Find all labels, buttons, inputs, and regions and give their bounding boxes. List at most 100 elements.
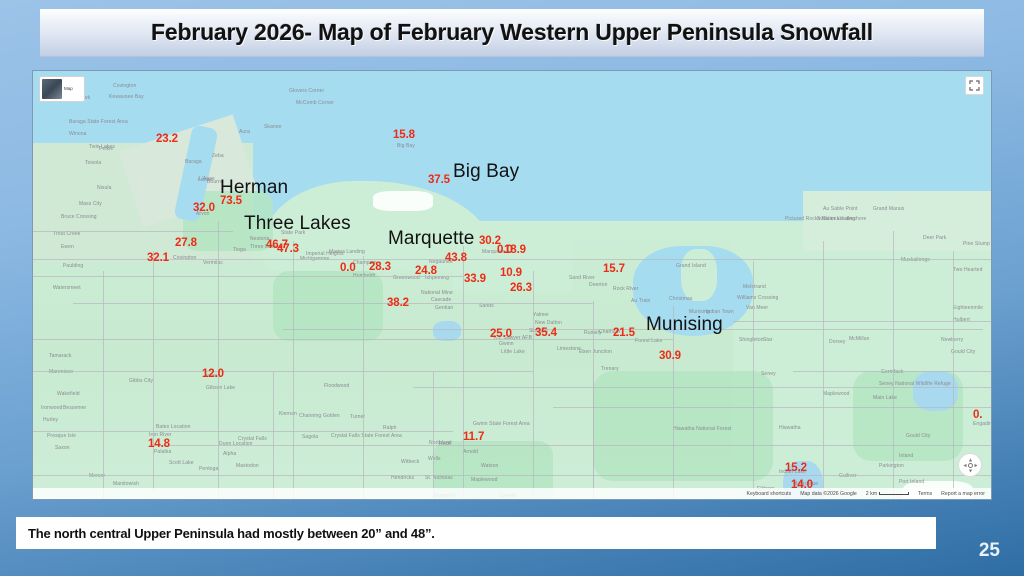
map-toponym: Saxon bbox=[55, 445, 70, 451]
map-toponym: Christmas bbox=[669, 296, 693, 302]
map-toponym: Arvon bbox=[196, 211, 210, 217]
map-road bbox=[153, 251, 154, 491]
map-toponym: Marina Landing bbox=[329, 249, 365, 255]
map-toponym: Three Lakes bbox=[250, 244, 279, 250]
map-toponym: McMillan bbox=[849, 336, 870, 342]
map-road bbox=[73, 303, 593, 304]
snowfall-value-label: 32.1 bbox=[147, 252, 169, 264]
map-toponym: Twin Lakes bbox=[89, 144, 116, 150]
map-toponym: Dorsey bbox=[829, 339, 846, 345]
map-toponym: Witbeck bbox=[401, 459, 420, 465]
map-toponym: Baraga bbox=[185, 159, 202, 165]
snowfall-value-label: 15.8 bbox=[393, 129, 415, 141]
snowfall-value-label: 23.2 bbox=[156, 133, 178, 145]
map-toponym: Rock River bbox=[613, 286, 639, 292]
map-toponym: Trenary bbox=[601, 366, 619, 372]
map-toponym: Gould City bbox=[906, 433, 931, 439]
map-toponym: Hulbert bbox=[953, 317, 970, 323]
snowfall-value-label: 15.2 bbox=[785, 462, 807, 474]
map-type-thumbnail-icon bbox=[42, 79, 62, 99]
map-road bbox=[753, 261, 754, 499]
slide-title-bar: February 2026- Map of February Western U… bbox=[40, 9, 984, 57]
map-road bbox=[433, 371, 434, 499]
map-road bbox=[533, 271, 534, 499]
map-road bbox=[33, 431, 453, 432]
snowfall-value-label: 30.2 bbox=[479, 235, 501, 247]
map-toponym: Golden bbox=[323, 413, 340, 419]
map-toponym: Lanse bbox=[198, 177, 213, 183]
map-toponym: Ralph bbox=[383, 425, 397, 431]
map-toponym: Gwinn bbox=[499, 341, 514, 347]
map-road bbox=[33, 276, 463, 277]
map-toponym: Northland bbox=[429, 440, 452, 446]
map-toponym: Bessemer bbox=[63, 405, 87, 411]
map-toponym: Big Bay bbox=[397, 143, 415, 149]
map-toponym: Two Hearted bbox=[953, 267, 983, 273]
map-toponym: Watson bbox=[481, 463, 499, 469]
map-toponym: State Park bbox=[281, 230, 306, 236]
map-toponym: Deer Park bbox=[923, 235, 947, 241]
map-toponym: Forest Lake bbox=[635, 338, 663, 344]
map-toponym: Mastodon bbox=[236, 463, 259, 469]
map-road bbox=[33, 231, 233, 232]
map-road bbox=[553, 407, 991, 408]
map-toponym: McComb Corner bbox=[296, 100, 334, 106]
map-toponym: Skandia bbox=[529, 328, 548, 334]
map-toponym: Arnold bbox=[463, 449, 479, 455]
report-map-error-link[interactable]: Report a map error bbox=[941, 490, 985, 497]
snowfall-value-label: 43.8 bbox=[445, 252, 467, 264]
place-label-big-bay: Big Bay bbox=[453, 161, 520, 182]
map-road bbox=[273, 371, 274, 499]
map-toponym: Parkington bbox=[879, 463, 904, 469]
map-road bbox=[673, 306, 674, 499]
map-canvas[interactable]: Kewaunee Bay Pelkie Baraga L'Anse Skanee Aura… bbox=[33, 71, 991, 499]
map-toponym: Hiawatha bbox=[779, 425, 801, 431]
map-type-control[interactable]: Map bbox=[39, 76, 85, 102]
map-toponym: Manitowish bbox=[113, 481, 140, 487]
terms-link[interactable]: Terms bbox=[918, 490, 933, 497]
snowfall-map[interactable]: Kewaunee Bay Pelkie Baraga L'Anse Skanee Aura… bbox=[32, 70, 992, 500]
map-toponym: Mass City bbox=[79, 201, 102, 207]
map-toponym: Eben Junction bbox=[579, 349, 612, 355]
map-toponym: Marquette bbox=[482, 249, 506, 255]
map-toponym: Scott Lake bbox=[169, 460, 194, 466]
map-toponym: Shingleton bbox=[739, 337, 764, 343]
map-toponym: Eighteenmile bbox=[953, 305, 984, 311]
map-attribution-bar: Keyboard shortcuts Map data ©2026 Google… bbox=[33, 488, 991, 499]
map-road bbox=[218, 221, 219, 499]
map-toponym: Baraga State Forest Area bbox=[69, 119, 128, 125]
map-toponym: Zeba bbox=[212, 153, 224, 159]
page-title: February 2026- Map of February Western U… bbox=[151, 19, 873, 45]
map-toponym: Hiawatha National Forest bbox=[673, 426, 732, 432]
map-toponym: Bruce Crossing bbox=[61, 214, 97, 220]
compass-icon[interactable] bbox=[958, 453, 982, 477]
map-toponym: Star bbox=[763, 337, 773, 343]
map-road bbox=[33, 259, 991, 260]
inland-lake bbox=[913, 371, 958, 411]
map-toponym: Au Sable Point bbox=[823, 206, 858, 212]
snowfall-value-label: 26.3 bbox=[510, 282, 532, 294]
map-scale: 2 km bbox=[866, 491, 910, 497]
map-toponym: Little Lake bbox=[501, 349, 525, 355]
map-toponym: Imperial Heights bbox=[306, 251, 344, 257]
map-road bbox=[823, 241, 824, 499]
map-toponym: Paulding bbox=[63, 263, 84, 269]
map-toponym: Nisula bbox=[97, 185, 112, 191]
fullscreen-icon[interactable] bbox=[965, 76, 984, 95]
map-toponym: Indian Lake bbox=[779, 469, 806, 475]
inland-lake bbox=[433, 321, 461, 341]
map-road bbox=[893, 231, 894, 499]
map-toponym: Indian Town bbox=[706, 309, 734, 315]
map-toponym: Yalmer bbox=[533, 312, 550, 318]
map-toponym: Wakefield bbox=[57, 391, 80, 397]
map-road bbox=[363, 256, 364, 499]
map-toponym: Mercer bbox=[89, 473, 106, 479]
map-toponym: Limestone bbox=[557, 346, 581, 352]
landmass-northeast bbox=[803, 191, 991, 251]
keyboard-shortcuts-link[interactable]: Keyboard shortcuts bbox=[746, 490, 792, 497]
map-toponym: Main Lake bbox=[873, 395, 897, 401]
slide-number: 25 bbox=[978, 540, 1000, 561]
map-toponym: Marenisco bbox=[49, 369, 73, 375]
map-toponym: St. Nicholas bbox=[425, 475, 453, 481]
